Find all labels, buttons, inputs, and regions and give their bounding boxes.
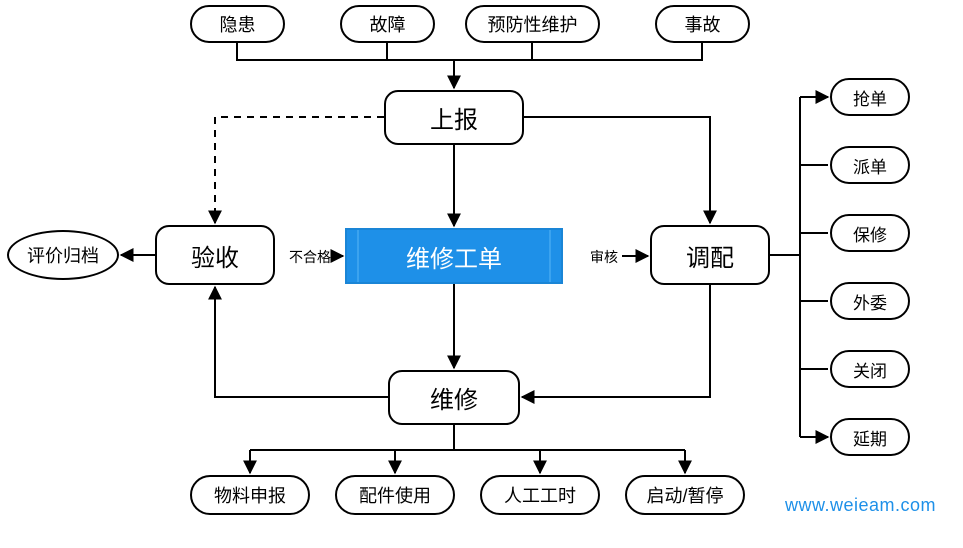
edge-label-review: 审核 (590, 247, 618, 267)
node-label: 维修 (430, 380, 478, 415)
node-fault: 故障 (340, 5, 435, 43)
node-labor: 人工工时 (480, 475, 600, 515)
node-label: 延期 (853, 425, 887, 450)
node-label: 人工工时 (504, 482, 576, 508)
node-preventive-maintenance: 预防性维护 (465, 5, 600, 43)
node-label: 配件使用 (359, 482, 431, 508)
node-dispatch: 调配 (650, 225, 770, 285)
node-label: 事故 (685, 11, 721, 37)
node-work-order: 维修工单 (345, 228, 563, 284)
node-report: 上报 (384, 90, 524, 145)
node-material: 物料申报 (190, 475, 310, 515)
flowchart-canvas: 隐患 故障 预防性维护 事故 上报 验收 调配 维修 维修工单 评价归档 抢单 … (0, 0, 963, 548)
node-label: 评价归档 (27, 242, 99, 268)
node-parts: 配件使用 (335, 475, 455, 515)
node-label: 派单 (853, 153, 887, 178)
edge-label-fail: 不合格 (289, 247, 331, 267)
node-option-assign: 派单 (830, 146, 910, 184)
node-label: 故障 (370, 11, 406, 37)
node-option-close: 关闭 (830, 350, 910, 388)
node-start-stop: 启动/暂停 (625, 475, 745, 515)
node-label: 调配 (686, 238, 734, 273)
node-label: 预防性维护 (488, 11, 578, 37)
node-accept: 验收 (155, 225, 275, 285)
node-option-grab: 抢单 (830, 78, 910, 116)
node-hidden-danger: 隐患 (190, 5, 285, 43)
node-label: 隐患 (220, 11, 256, 37)
node-label: 抢单 (853, 85, 887, 110)
node-label: 保修 (853, 221, 887, 246)
node-repair: 维修 (388, 370, 520, 425)
node-label: 维修工单 (406, 239, 502, 274)
node-label: 验收 (191, 238, 239, 273)
node-label: 外委 (853, 289, 887, 314)
node-label: 启动/暂停 (646, 482, 723, 508)
watermark-text: www.weieam.com (785, 495, 936, 515)
node-option-delay: 延期 (830, 418, 910, 456)
node-label: 关闭 (853, 357, 887, 382)
edge-label-text: 不合格 (289, 249, 331, 265)
node-accident: 事故 (655, 5, 750, 43)
node-option-outsource: 外委 (830, 282, 910, 320)
node-label: 物料申报 (214, 482, 286, 508)
node-option-warranty: 保修 (830, 214, 910, 252)
node-label: 上报 (430, 100, 478, 135)
watermark: www.weieam.com (785, 495, 936, 516)
edge-label-text: 审核 (590, 249, 618, 265)
node-archive: 评价归档 (7, 230, 119, 280)
